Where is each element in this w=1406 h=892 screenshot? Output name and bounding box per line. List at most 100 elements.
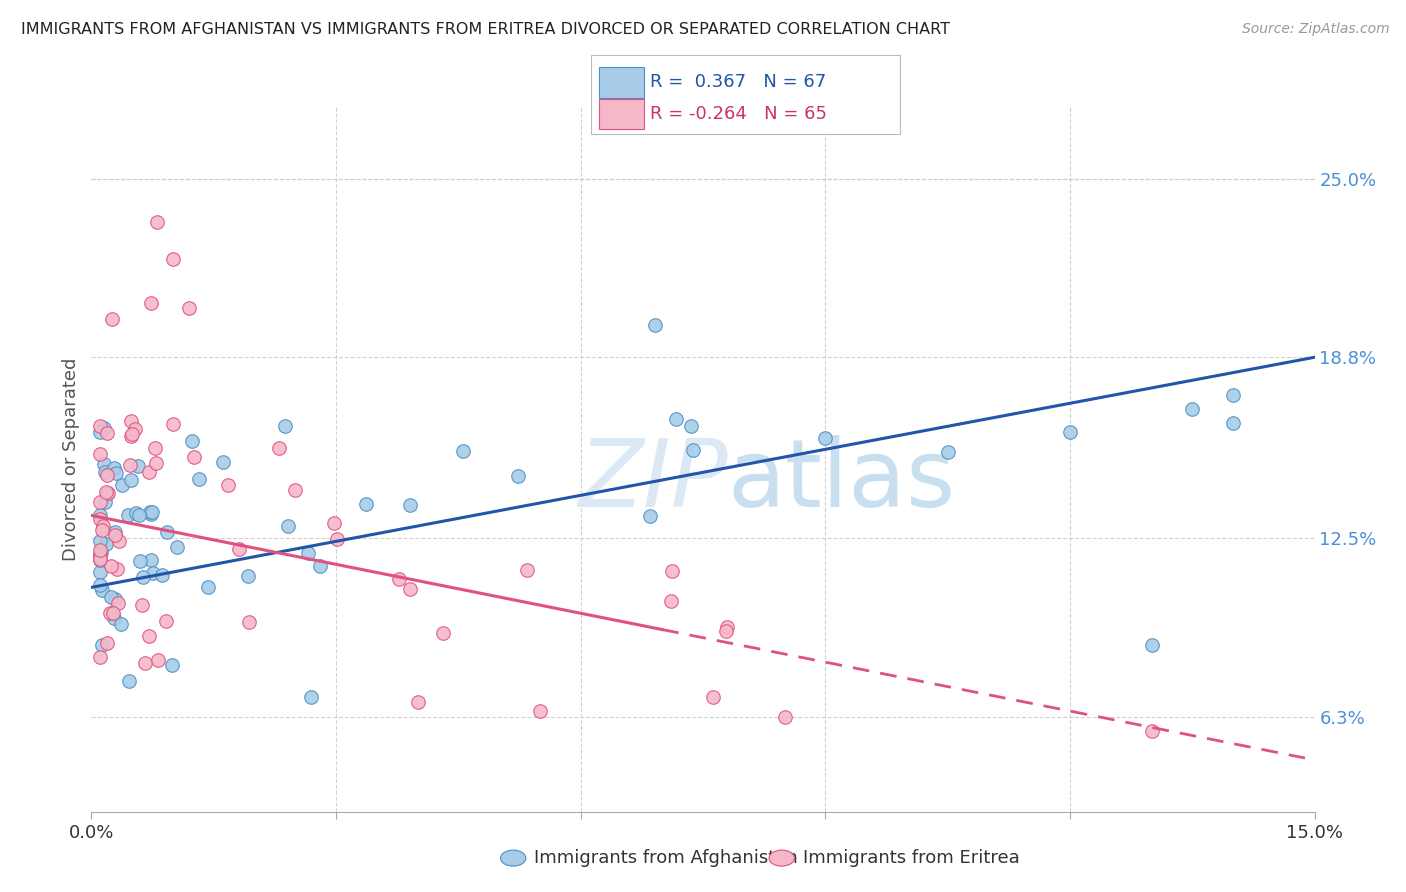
Point bbox=[1059, 425, 1081, 439]
Point bbox=[299, 690, 322, 704]
Point bbox=[432, 626, 454, 640]
Point bbox=[120, 414, 142, 428]
Point bbox=[516, 563, 538, 577]
Point bbox=[1222, 417, 1244, 431]
Point bbox=[162, 252, 184, 267]
Point bbox=[274, 419, 297, 434]
Point bbox=[103, 607, 125, 621]
Point bbox=[326, 532, 349, 546]
Point bbox=[96, 636, 118, 650]
Point bbox=[659, 594, 682, 608]
Point bbox=[508, 469, 530, 483]
Point bbox=[103, 611, 125, 625]
Point bbox=[89, 553, 111, 567]
Point bbox=[155, 524, 177, 539]
Point bbox=[180, 434, 202, 448]
Point bbox=[104, 591, 127, 606]
Point bbox=[100, 559, 122, 574]
Point bbox=[141, 507, 163, 521]
Point bbox=[101, 312, 124, 326]
Text: R = -0.264   N = 65: R = -0.264 N = 65 bbox=[650, 105, 827, 123]
Point bbox=[110, 617, 132, 632]
Point bbox=[89, 565, 111, 579]
Point bbox=[139, 553, 162, 567]
Point bbox=[104, 525, 127, 540]
Point bbox=[197, 580, 219, 594]
Point bbox=[118, 674, 141, 689]
Text: Immigrants from Afghanistan: Immigrants from Afghanistan bbox=[534, 849, 799, 867]
Point bbox=[107, 596, 129, 610]
Point bbox=[93, 465, 115, 479]
Point bbox=[93, 494, 115, 508]
Point bbox=[277, 519, 299, 533]
Point bbox=[228, 542, 250, 557]
Point bbox=[529, 704, 551, 718]
Point bbox=[128, 508, 150, 522]
Point bbox=[89, 425, 111, 440]
Point bbox=[145, 215, 167, 229]
Point bbox=[183, 450, 205, 465]
Point bbox=[387, 572, 409, 586]
Point bbox=[142, 566, 165, 580]
Point bbox=[936, 445, 959, 459]
Point bbox=[179, 301, 201, 316]
Point bbox=[682, 442, 704, 457]
Point bbox=[89, 512, 111, 526]
Point bbox=[1140, 638, 1163, 652]
Point bbox=[309, 559, 332, 574]
Point bbox=[773, 710, 796, 724]
Point bbox=[1140, 724, 1163, 739]
Point bbox=[638, 509, 661, 524]
Point bbox=[97, 486, 120, 500]
Point bbox=[91, 524, 114, 538]
Point bbox=[217, 478, 239, 492]
Point bbox=[89, 447, 111, 461]
Point bbox=[108, 534, 131, 549]
Point bbox=[150, 567, 173, 582]
Point bbox=[96, 426, 118, 441]
Point bbox=[681, 418, 703, 433]
Point bbox=[453, 443, 475, 458]
Text: ZIP: ZIP bbox=[578, 435, 727, 526]
Point bbox=[100, 590, 122, 604]
Point bbox=[89, 549, 111, 564]
Point bbox=[141, 506, 163, 520]
Point bbox=[211, 455, 233, 469]
Point bbox=[297, 546, 319, 560]
Point bbox=[143, 441, 166, 455]
Point bbox=[236, 568, 259, 582]
Point bbox=[267, 442, 290, 456]
Point bbox=[94, 536, 117, 550]
Point bbox=[814, 431, 837, 445]
Text: Immigrants from Eritrea: Immigrants from Eritrea bbox=[803, 849, 1019, 867]
Point bbox=[118, 458, 141, 473]
Text: Source: ZipAtlas.com: Source: ZipAtlas.com bbox=[1241, 22, 1389, 37]
Point bbox=[93, 458, 115, 472]
Point bbox=[89, 552, 111, 566]
Point bbox=[398, 582, 420, 597]
Point bbox=[322, 516, 344, 531]
Point bbox=[166, 540, 188, 554]
Point bbox=[121, 427, 143, 442]
Point bbox=[702, 690, 724, 704]
Point bbox=[117, 508, 139, 522]
Point bbox=[145, 456, 167, 470]
Point bbox=[354, 497, 377, 511]
Point bbox=[155, 614, 177, 628]
Point bbox=[131, 598, 153, 612]
Point bbox=[104, 466, 127, 480]
Point bbox=[188, 472, 211, 486]
Point bbox=[89, 649, 111, 664]
Point bbox=[89, 547, 111, 561]
Text: R =  0.367   N = 67: R = 0.367 N = 67 bbox=[650, 73, 825, 92]
Text: IMMIGRANTS FROM AFGHANISTAN VS IMMIGRANTS FROM ERITREA DIVORCED OR SEPARATED COR: IMMIGRANTS FROM AFGHANISTAN VS IMMIGRANT… bbox=[21, 22, 950, 37]
Point bbox=[138, 465, 160, 479]
Point bbox=[284, 483, 307, 498]
Point bbox=[148, 653, 170, 667]
Point bbox=[125, 506, 148, 520]
Point bbox=[716, 620, 738, 634]
Point bbox=[134, 656, 156, 670]
Point bbox=[406, 695, 429, 709]
Point bbox=[94, 485, 117, 500]
Point bbox=[644, 318, 666, 333]
